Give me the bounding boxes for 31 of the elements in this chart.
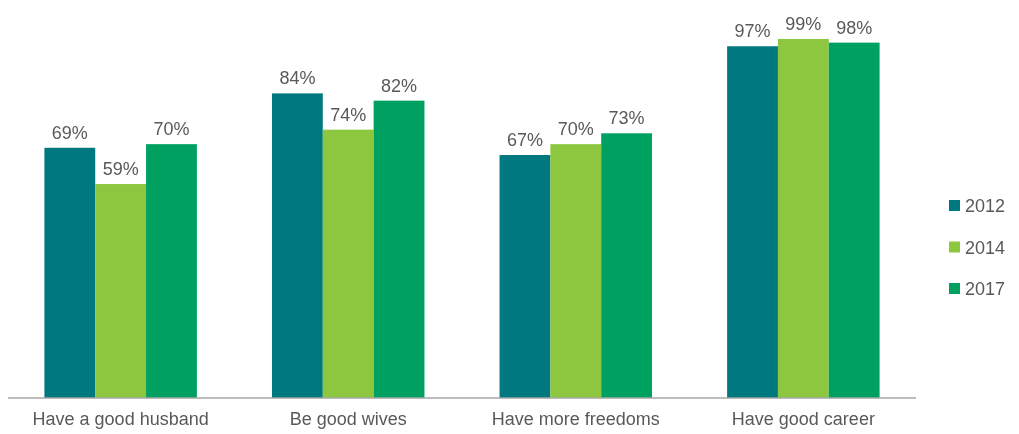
bar: [146, 144, 197, 398]
data-label: 74%: [330, 104, 367, 125]
bar: [777, 39, 829, 398]
bar: [550, 144, 602, 398]
x-tick-label: Have more freedoms: [491, 409, 660, 429]
bar: [44, 147, 96, 398]
bar: [95, 184, 147, 398]
bar: [271, 93, 323, 398]
bar: [727, 46, 778, 398]
data-label: 97%: [734, 21, 771, 42]
data-label: 69%: [51, 122, 88, 143]
bar: [373, 100, 425, 398]
x-tick-label: Be good wives: [289, 409, 407, 429]
data-label: 82%: [381, 75, 418, 96]
x-tick-label: Have good career: [731, 409, 875, 429]
data-label: 98%: [836, 17, 873, 38]
bar: [499, 155, 551, 398]
data-label: 84%: [279, 68, 316, 89]
data-label: 67%: [506, 130, 543, 151]
legend-label: 2017: [965, 279, 1006, 299]
bar: [322, 129, 374, 398]
data-label: 59%: [102, 159, 139, 180]
data-label: 70%: [153, 119, 190, 140]
bar: [601, 133, 653, 398]
legend-label: 2012: [965, 196, 1006, 216]
bar: [828, 42, 880, 398]
data-label: 73%: [608, 108, 645, 129]
x-tick-label: Have a good husband: [32, 409, 209, 429]
data-label: 70%: [557, 119, 594, 140]
data-label: 99%: [785, 14, 822, 34]
legend-label: 2014: [965, 237, 1006, 258]
